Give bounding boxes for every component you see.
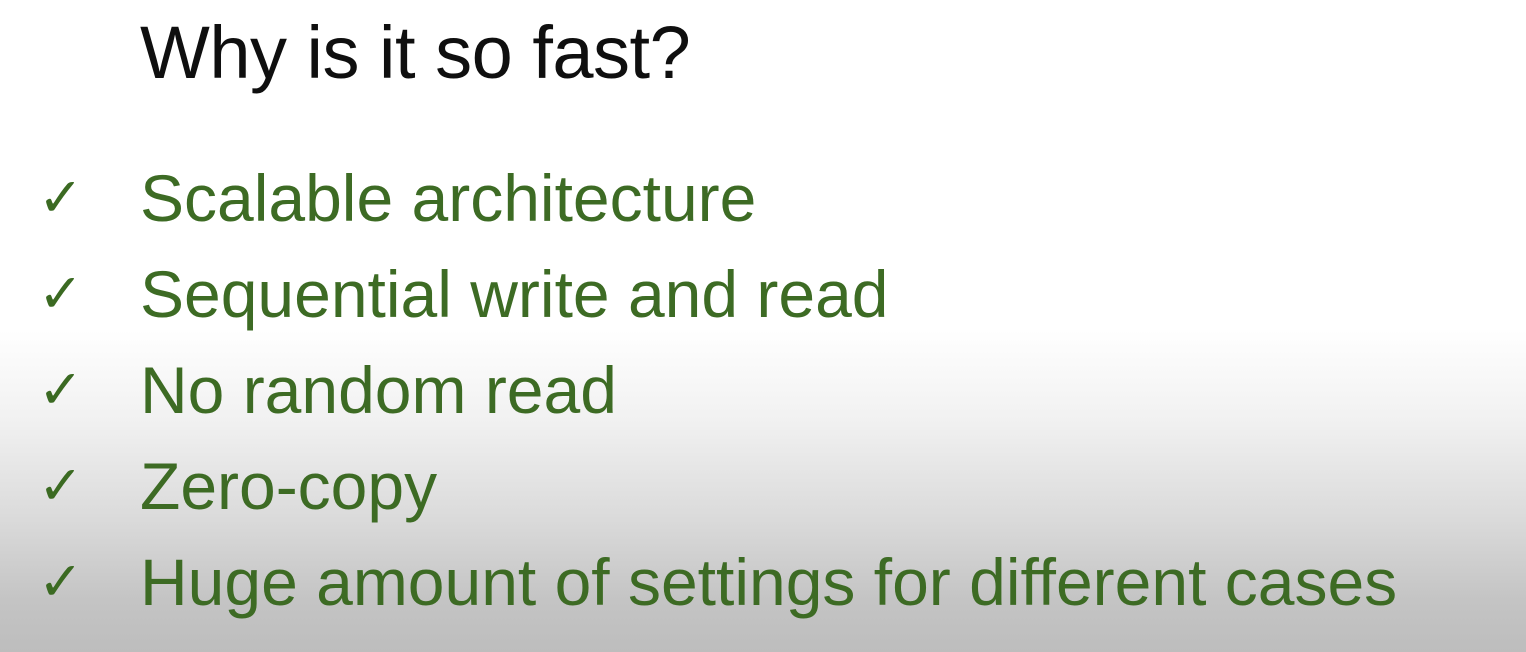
checklist-item-label: No random read: [140, 353, 617, 427]
checkmark-icon: ✓: [38, 454, 84, 517]
checkmark-icon: ✓: [38, 262, 84, 325]
checklist-item-label: Zero-copy: [140, 449, 438, 523]
checkmark-icon: ✓: [38, 166, 84, 229]
checkmark-icon: ✓: [38, 358, 84, 421]
checklist-item-label: Huge amount of settings for different ca…: [140, 545, 1398, 619]
checklist-item: ✓ Zero-copy: [0, 438, 1526, 534]
checklist-item: ✓ No random read: [0, 342, 1526, 438]
checklist-item-label: Scalable architecture: [140, 161, 757, 235]
checklist-item: ✓ Sequential write and read: [0, 246, 1526, 342]
checklist-item: ✓ Huge amount of settings for different …: [0, 534, 1526, 630]
checklist-item: ✓ Scalable architecture: [0, 150, 1526, 246]
slide-title: Why is it so fast?: [140, 11, 691, 94]
checkmark-icon: ✓: [38, 550, 84, 613]
checklist-item-label: Sequential write and read: [140, 257, 889, 331]
